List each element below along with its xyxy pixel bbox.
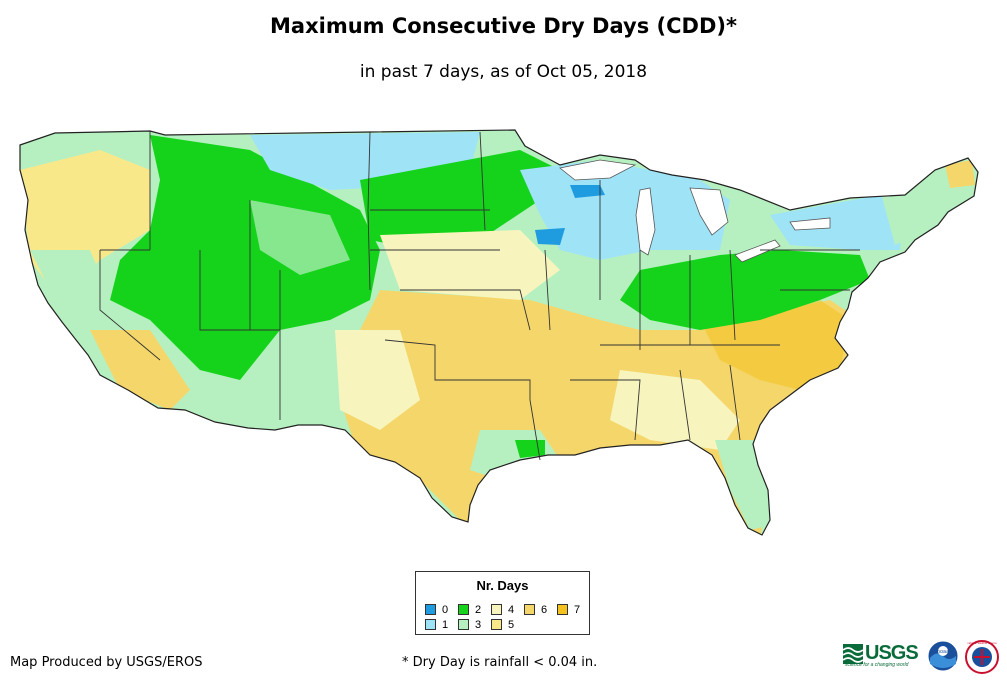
lake-huron (689, 187, 729, 236)
lake-erie (734, 239, 781, 263)
noaa-wordmark: noaa (937, 649, 949, 655)
legend-item-0: 0 (425, 603, 448, 616)
legend-item-2: 2 (458, 603, 481, 616)
great-lakes (559, 159, 831, 263)
usgs-logo: USGS (843, 642, 919, 665)
state-boundaries (99, 131, 860, 461)
zone-plains-wet (360, 150, 560, 250)
producer-credit: Map Produced by USGS/EROS (10, 655, 203, 670)
legend-item-4: 4 (491, 603, 514, 616)
dry-day-footnote: * Dry Day is rainfall < 0.04 in. (402, 655, 598, 670)
zone-ohio-wet (620, 250, 870, 330)
noaa-logo-icon: noaa (927, 640, 959, 672)
legend-item-1: 1 (425, 618, 448, 631)
zone-rockies-patch (250, 200, 350, 275)
zone-sw-dry (90, 330, 190, 410)
legend-swatch (491, 619, 502, 630)
legend-label: 6 (541, 603, 548, 616)
usgs-wordmark: USGS (865, 642, 919, 664)
zone-wisconsin-deep (570, 185, 605, 198)
legend-label: 4 (508, 603, 515, 616)
legend-label: 5 (508, 618, 515, 631)
agency-logos: USGS science for a changing world noaa n… (843, 638, 1003, 674)
zone-florida (715, 440, 772, 530)
zone-texas-west (335, 330, 420, 430)
state-line (99, 131, 860, 461)
nws-wordmark: national weather service (967, 642, 997, 645)
legend-item-5: 5 (491, 618, 514, 631)
legend-title: Nr. Days (476, 578, 529, 593)
legend-swatch (491, 604, 502, 615)
legend-label: 3 (475, 618, 482, 631)
zone-northeast-blue (770, 195, 905, 250)
map-subtitle: in past 7 days, as of Oct 05, 2018 (359, 62, 648, 82)
lake-ontario (789, 217, 831, 231)
zone-southeast-mod (610, 370, 740, 450)
lake-michigan (635, 187, 656, 256)
legend-swatch (458, 619, 469, 630)
legend-label: 7 (574, 603, 581, 616)
legend-item-7: 7 (557, 603, 580, 616)
zone-plains-mod (380, 230, 560, 300)
legend-label: 0 (442, 603, 449, 616)
map-title: Maximum Consecutive Dry Days (CDD)* (270, 14, 737, 38)
nws-logo-icon: national weather service (965, 640, 999, 674)
legend-item-6: 6 (524, 603, 547, 616)
zone-rockies-wet (110, 135, 380, 380)
zone-texas-green (515, 440, 545, 458)
legend-swatch (425, 619, 436, 630)
legend-box: Nr. Days 0 1 2 3 4 5 6 7 (415, 571, 590, 635)
usgs-wave-icon (843, 643, 863, 664)
legend-label: 1 (442, 618, 449, 631)
usgs-tagline: science for a changing world (845, 662, 909, 668)
legend-swatch (524, 604, 535, 615)
legend-swatch (557, 604, 568, 615)
legend-label: 2 (475, 603, 482, 616)
zone-iowa-deep (535, 228, 565, 245)
cdd-color-zones (20, 132, 978, 535)
legend-swatch (425, 604, 436, 615)
legend-item-3: 3 (458, 618, 481, 631)
legend-swatch (458, 604, 469, 615)
zone-maine-dry (945, 160, 975, 188)
lake-superior (559, 159, 637, 181)
